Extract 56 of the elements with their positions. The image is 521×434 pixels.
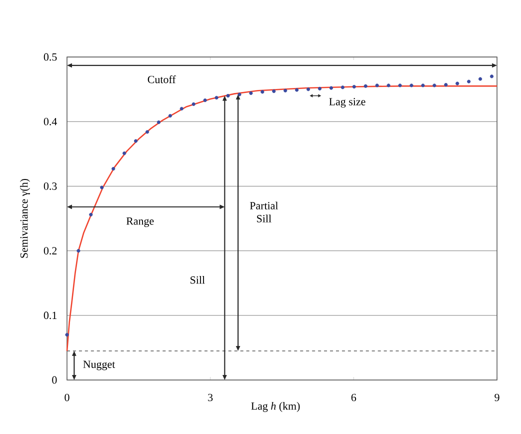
- point: [364, 84, 368, 88]
- point: [318, 86, 322, 90]
- point: [272, 89, 276, 94]
- y-tick-label: 0: [52, 376, 57, 384]
- point: [134, 139, 138, 143]
- x-tick-label: 9: [494, 394, 500, 402]
- point: [456, 82, 460, 86]
- x-tick-label: 0: [64, 394, 70, 402]
- x-tick-label: 3: [208, 394, 213, 402]
- y-tick-label: 0.4: [44, 118, 58, 126]
- point: [122, 151, 126, 156]
- point: [100, 186, 104, 190]
- y-tick-label: 0.2: [44, 247, 57, 255]
- point: [180, 106, 184, 110]
- point: [76, 249, 80, 253]
- annotation: Nugget: [83, 360, 116, 370]
- point: [329, 86, 334, 90]
- point: [386, 84, 390, 88]
- point: [432, 84, 436, 88]
- y-tick-label: 0.3: [44, 182, 57, 190]
- point: [249, 91, 253, 95]
- point: [421, 84, 425, 88]
- annotation: Partial Sill: [250, 202, 278, 222]
- point: [340, 86, 344, 90]
- point: [284, 88, 288, 92]
- annotation: Cutoff: [148, 75, 176, 84]
- point: [112, 166, 116, 171]
- y-axis-title: Semivariance γ(h): [20, 178, 30, 258]
- point: [214, 96, 218, 100]
- annotation: Range: [126, 218, 154, 228]
- point: [352, 84, 356, 89]
- point: [192, 102, 196, 106]
- point: [478, 77, 482, 81]
- annotation: Lag size: [329, 98, 366, 108]
- point: [375, 84, 379, 88]
- point: [260, 90, 264, 94]
- point: [398, 84, 402, 88]
- point: [203, 98, 207, 102]
- point: [306, 88, 310, 92]
- point: [490, 74, 494, 78]
- point: [444, 82, 448, 87]
- point: [89, 212, 93, 216]
- y-tick-label: 0.5: [44, 53, 57, 61]
- point: [168, 114, 172, 118]
- point: [238, 92, 242, 96]
- x-tick-label: 6: [351, 394, 356, 402]
- annotation: Sill: [190, 276, 205, 284]
- point: [295, 88, 299, 92]
- x-axis-title: Lag h (km): [251, 402, 300, 412]
- point: [145, 130, 150, 134]
- y-tick-label: 0.1: [44, 312, 57, 320]
- point: [156, 120, 161, 124]
- point: [410, 84, 414, 88]
- point: [226, 94, 230, 98]
- point: [65, 332, 69, 337]
- point: [467, 80, 471, 84]
